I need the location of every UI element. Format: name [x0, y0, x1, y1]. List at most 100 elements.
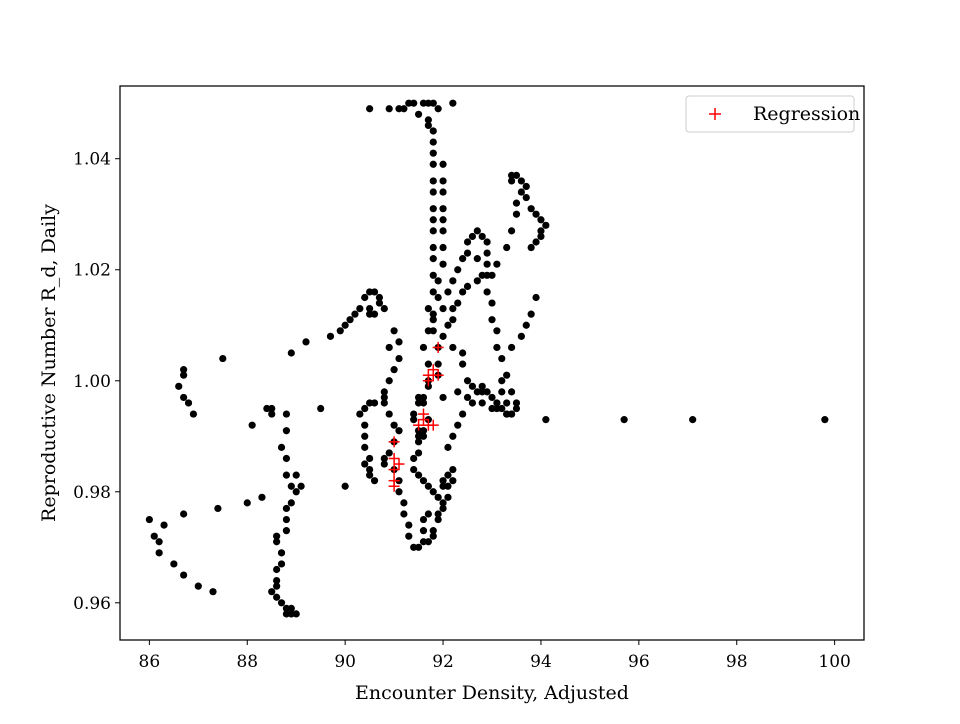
- data-point: [410, 543, 418, 551]
- data-point: [478, 232, 486, 241]
- data-point: [542, 416, 550, 424]
- data-point: [483, 238, 491, 246]
- data-point: [620, 416, 628, 424]
- legend-marker-regression: [709, 108, 721, 120]
- data-point: [522, 321, 530, 329]
- data-point: [454, 421, 462, 429]
- data-point: [424, 382, 432, 390]
- legend-label-regression: Regression: [753, 103, 860, 125]
- data-point: [449, 277, 457, 285]
- data-point: [468, 399, 477, 407]
- data-point: [493, 399, 501, 407]
- data-point: [449, 432, 457, 440]
- data-point: [439, 205, 447, 213]
- x-tick-label: 86: [139, 652, 161, 672]
- data-point: [361, 443, 369, 451]
- data-point: [429, 271, 437, 279]
- data-point: [410, 99, 418, 107]
- data-point: [468, 232, 477, 241]
- data-point: [336, 327, 344, 335]
- data-point: [419, 477, 428, 485]
- data-point: [507, 177, 516, 185]
- data-point: [429, 205, 437, 213]
- data-point: [429, 255, 437, 263]
- data-point: [429, 216, 437, 224]
- data-point: [424, 510, 432, 518]
- data-point: [459, 288, 467, 296]
- data-point: [463, 282, 472, 290]
- data-point: [287, 482, 295, 490]
- data-point: [444, 321, 452, 329]
- data-point: [414, 449, 423, 457]
- data-point: [361, 460, 369, 468]
- x-tick-label: 100: [818, 652, 850, 672]
- data-point: [209, 588, 217, 596]
- data-point: [512, 199, 521, 207]
- data-point: [498, 354, 506, 363]
- data-point: [248, 421, 256, 429]
- data-point: [282, 527, 291, 535]
- data-point: [361, 432, 369, 440]
- data-point: [449, 465, 457, 474]
- data-point: [405, 532, 413, 540]
- data-point: [434, 360, 442, 368]
- data-point: [390, 366, 398, 374]
- data-point: [405, 521, 413, 529]
- data-point: [537, 216, 545, 224]
- data-point: [419, 399, 428, 407]
- data-point: [390, 421, 398, 429]
- data-point: [214, 504, 222, 513]
- x-tick-label: 88: [236, 652, 258, 672]
- data-point: [287, 499, 295, 507]
- regression-point: [432, 341, 444, 353]
- data-point: [503, 243, 511, 252]
- data-point: [493, 260, 501, 268]
- data-point: [282, 410, 291, 418]
- data-point: [483, 260, 491, 268]
- data-point: [527, 205, 535, 213]
- data-point: [395, 338, 403, 346]
- data-point: [302, 338, 310, 346]
- data-point: [346, 316, 354, 324]
- data-point: [434, 510, 442, 518]
- data-point: [478, 271, 486, 279]
- x-tick-label: 94: [530, 652, 552, 672]
- data-point: [439, 304, 447, 313]
- regression-point: [393, 458, 405, 470]
- data-point: [282, 454, 291, 463]
- data-point: [385, 343, 393, 352]
- data-point: [522, 182, 530, 191]
- data-point: [366, 304, 374, 313]
- data-point: [444, 288, 452, 296]
- data-point: [463, 249, 472, 257]
- data-point: [292, 488, 300, 496]
- data-point: [380, 393, 388, 402]
- data-point: [439, 243, 447, 252]
- data-point: [160, 521, 168, 529]
- data-point: [273, 582, 281, 590]
- data-point: [449, 343, 457, 352]
- data-point: [180, 393, 188, 402]
- data-point: [282, 471, 291, 479]
- data-point: [395, 354, 403, 363]
- data-point: [434, 105, 442, 113]
- data-point: [449, 477, 457, 485]
- data-point: [429, 177, 437, 185]
- data-point: [175, 382, 183, 390]
- data-point: [429, 138, 437, 146]
- data-point: [527, 310, 535, 318]
- data-point: [155, 538, 163, 546]
- data-point: [459, 410, 467, 418]
- data-point: [444, 493, 452, 501]
- x-axis-label: Encounter Density, Adjusted: [355, 682, 629, 704]
- data-point: [424, 116, 432, 124]
- data-point: [424, 304, 432, 313]
- data-point: [390, 327, 398, 335]
- x-axis-ticks: 86 88 90 92 94 96 98 100: [139, 640, 851, 672]
- data-point: [483, 288, 491, 296]
- data-point: [282, 515, 291, 524]
- data-point: [375, 293, 384, 302]
- data-point: [414, 432, 423, 440]
- data-point: [439, 260, 447, 268]
- data-point: [503, 410, 511, 418]
